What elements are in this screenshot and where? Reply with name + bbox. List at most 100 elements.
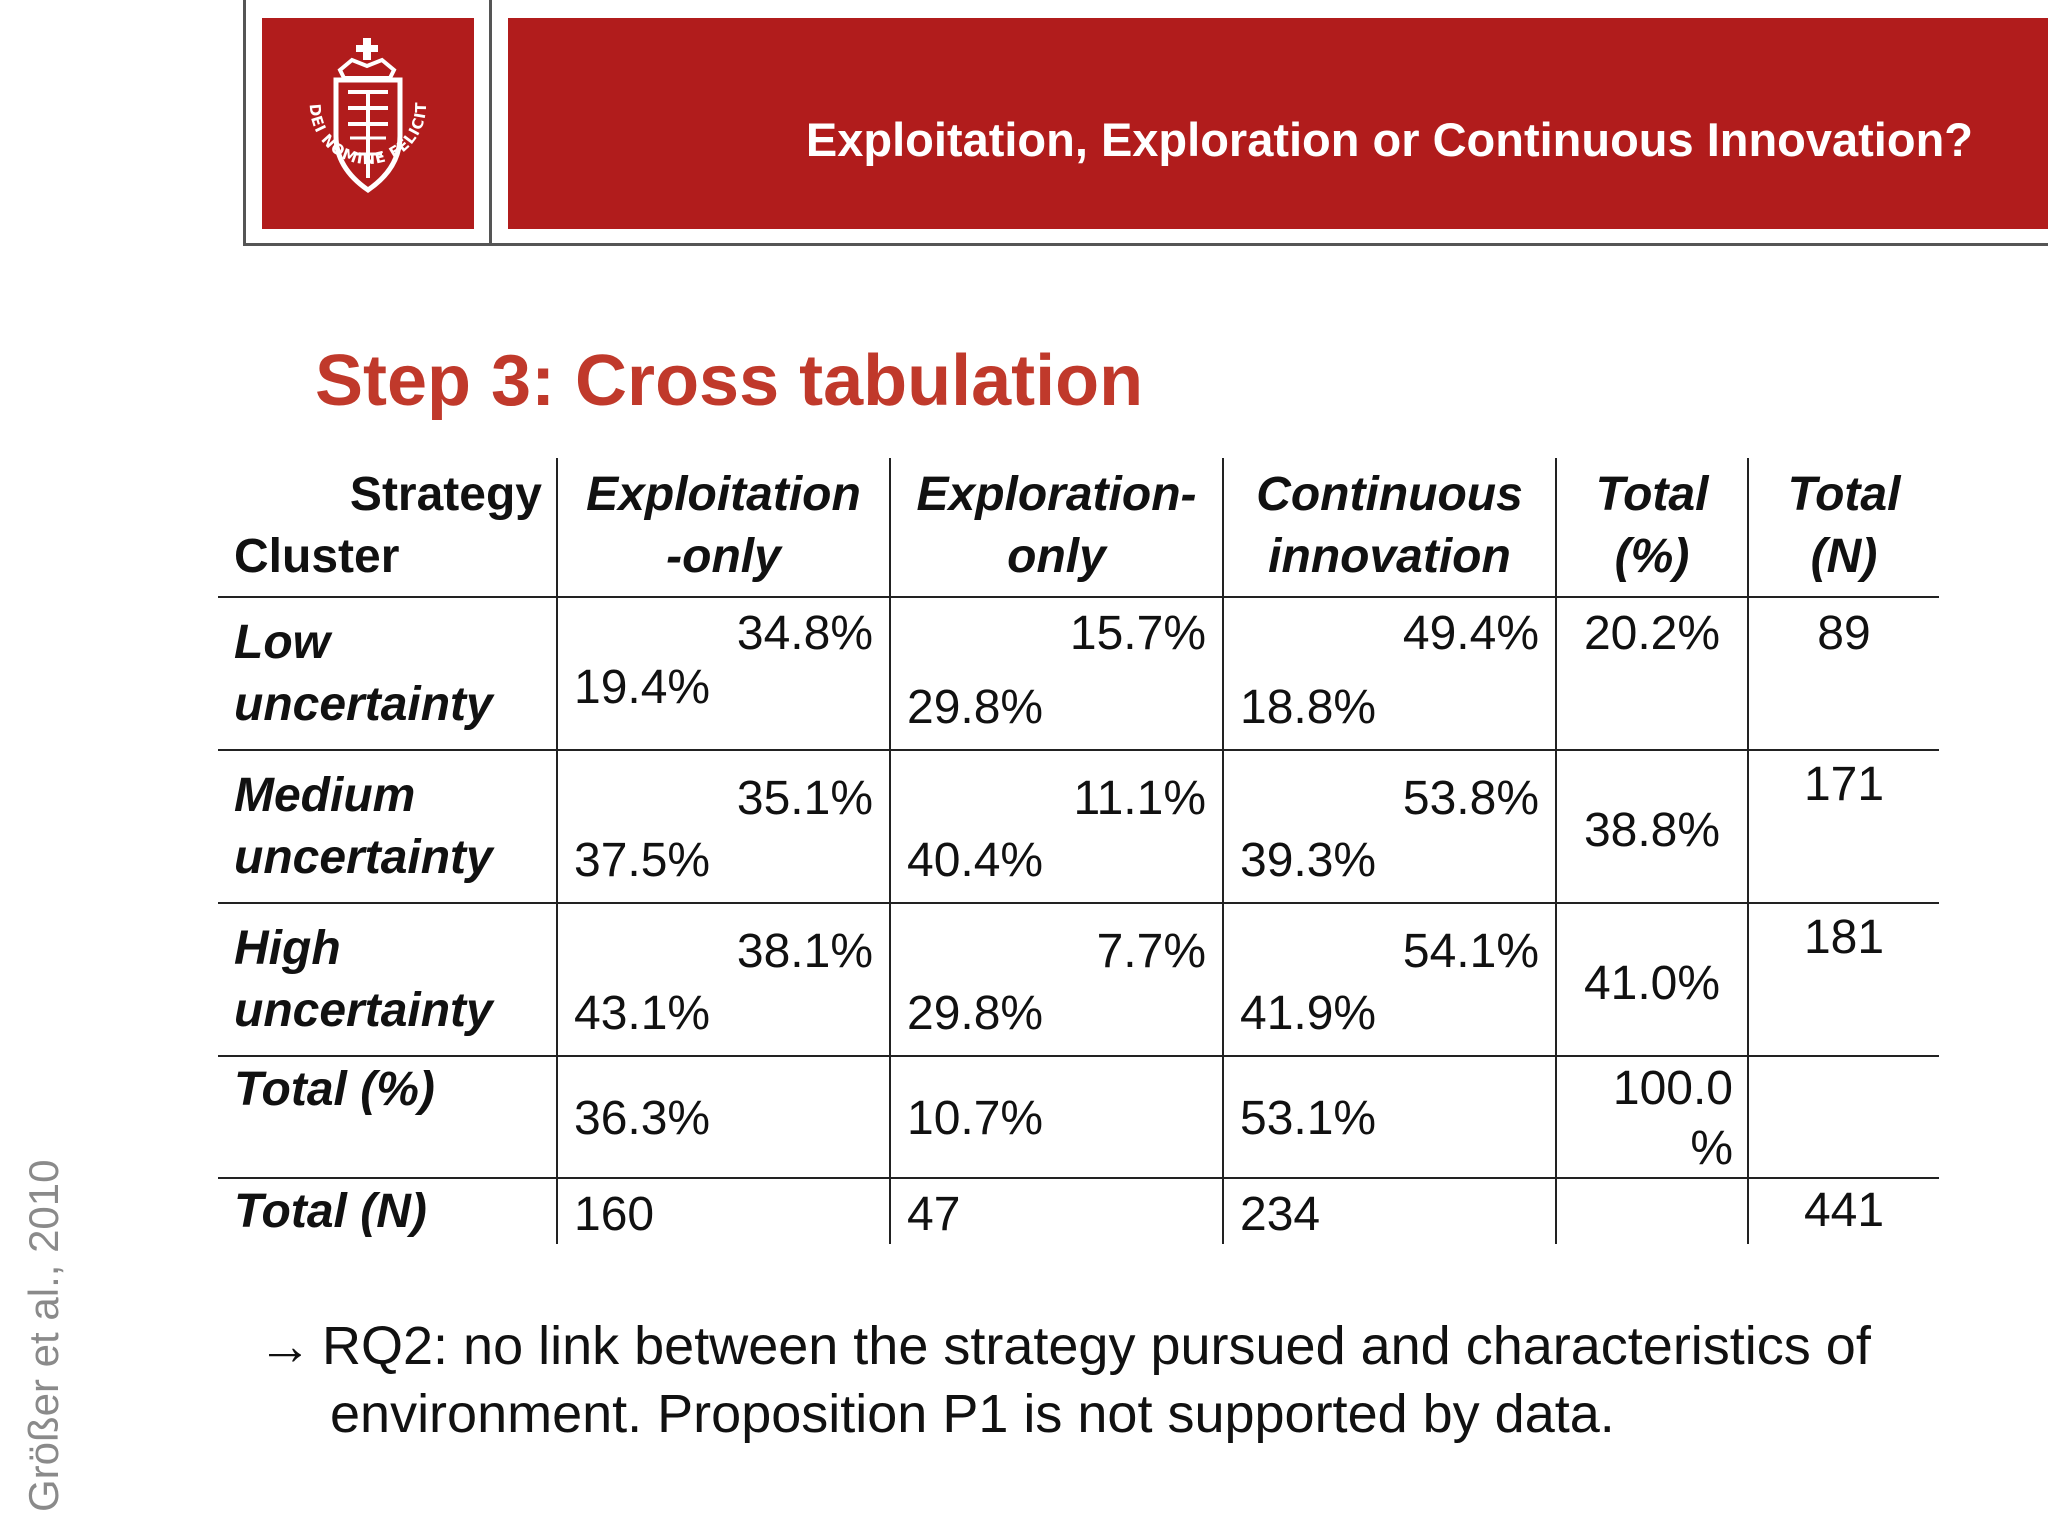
table-cell: 36.3% — [556, 1055, 890, 1178]
column-header-line2: -only — [666, 530, 781, 583]
column-percent: 39.3% — [1240, 834, 1377, 887]
row-percent: 15.7% — [1069, 607, 1206, 660]
table-header-row: Strategy Cluster Exploitation -only Expl… — [218, 458, 1939, 597]
column-header: Continuous innovation — [1222, 458, 1556, 597]
column-percent: 29.8% — [907, 681, 1044, 734]
table-row: High uncertainty 38.1% 43.1% 7.7% 29.8% … — [218, 902, 1939, 1056]
source-credit: Größer et al., 2010 — [20, 1159, 67, 1512]
column-header: Exploitation -only — [556, 458, 890, 597]
column-percent: 43.1% — [574, 987, 711, 1040]
column-header-line1: Total — [1787, 468, 1901, 521]
total-percent-value: 53.1% — [1240, 1092, 1377, 1145]
column-header-line2: (%) — [1614, 530, 1690, 583]
table-row: Low uncertainty 34.8% 19.4% 15.7% 29.8% … — [218, 596, 1939, 750]
column-percent: 29.8% — [907, 987, 1044, 1040]
logo-divider — [489, 0, 492, 246]
column-percent: 37.5% — [574, 834, 711, 887]
row-label-line1: Low — [234, 616, 330, 669]
column-header: Exploration- only — [889, 458, 1223, 597]
column-header-line1: Exploitation — [586, 468, 861, 521]
total-percent-value: 10.7% — [907, 1092, 1044, 1145]
row-percent: 49.4% — [1402, 607, 1539, 660]
column-header-line1: Continuous — [1256, 468, 1523, 521]
column-header-line1: Total — [1595, 468, 1709, 521]
slide-heading: Step 3: Cross tabulation — [315, 341, 1144, 421]
table-cell: 34.8% 19.4% — [556, 596, 890, 750]
university-logo: IN DEI NOMINE FELICITER — [262, 18, 474, 229]
row-percent: 38.1% — [736, 925, 873, 978]
column-header: Total (%) — [1555, 458, 1748, 597]
total-n-cell: 181 — [1747, 902, 1939, 1056]
table-cell: 10.7% — [889, 1055, 1223, 1178]
table-cell: 38.1% 43.1% — [556, 902, 890, 1056]
table-cell-empty — [1747, 1055, 1939, 1178]
arrow-right-icon: → — [258, 1316, 312, 1376]
row-percent: 11.1% — [1073, 772, 1206, 825]
column-percent: 19.4% — [574, 661, 711, 714]
table-cell: 53.1% — [1222, 1055, 1556, 1178]
table-cell-empty — [1555, 1177, 1748, 1244]
row-label-line1: Medium — [234, 769, 416, 822]
row-label: Total (N) — [218, 1177, 557, 1244]
total-n-cell: 89 — [1747, 596, 1939, 750]
table-cell: 54.1% 41.9% — [1222, 902, 1556, 1056]
column-percent: 41.9% — [1240, 987, 1377, 1040]
table-cell: 234 — [1222, 1177, 1556, 1244]
table-row: Medium uncertainty 35.1% 37.5% 11.1% 40.… — [218, 749, 1939, 903]
row-label: Total (%) — [218, 1055, 557, 1178]
table-cell: 49.4% 18.8% — [1222, 596, 1556, 750]
column-percent: 18.8% — [1240, 681, 1377, 734]
row-label-line2: uncertainty — [234, 831, 493, 884]
total-n-value: 234 — [1240, 1188, 1321, 1241]
corner-header: Strategy Cluster — [218, 458, 557, 597]
column-header-line2: only — [1007, 530, 1106, 583]
grand-total-percent-line1: 100.0 — [1612, 1062, 1733, 1115]
corner-header-line2: Cluster — [234, 530, 400, 583]
total-percent-cell: 41.0% — [1555, 902, 1748, 1056]
table-cell: 7.7% 29.8% — [889, 902, 1223, 1056]
grand-total-percent-line2: % — [1690, 1122, 1733, 1175]
total-percent-cell: 38.8% — [1555, 749, 1748, 903]
total-percent-value: 36.3% — [574, 1092, 711, 1145]
corner-header-line1: Strategy — [349, 468, 542, 521]
title-bar: Exploitation, Exploration or Continuous … — [508, 18, 2048, 229]
svg-text:IN DEI NOMINE FELICITER: IN DEI NOMINE FELICITER — [262, 18, 430, 168]
university-seal-icon: IN DEI NOMINE FELICITER — [262, 18, 430, 194]
row-percent: 34.8% — [736, 607, 873, 660]
total-percent: 38.8% — [1583, 804, 1721, 857]
row-label: Low uncertainty — [218, 596, 557, 750]
row-label: Medium uncertainty — [218, 749, 557, 903]
row-percent: 54.1% — [1402, 925, 1539, 978]
table-cell: 47 — [889, 1177, 1223, 1244]
row-label-line2: uncertainty — [234, 678, 493, 731]
total-n: 89 — [1817, 607, 1871, 660]
total-n-cell: 171 — [1747, 749, 1939, 903]
cross-tabulation-table: Strategy Cluster Exploitation -only Expl… — [218, 458, 1939, 1244]
total-percent: 20.2% — [1583, 607, 1721, 660]
row-label-line2: uncertainty — [234, 984, 493, 1037]
conclusion-line2: environment. Proposition P1 is not suppo… — [330, 1384, 1615, 1444]
table-row-total-percent: Total (%) 36.3% 10.7% 53.1% 100.0 % — [218, 1055, 1939, 1178]
column-header: Total (N) — [1747, 458, 1939, 597]
row-label: High uncertainty — [218, 902, 557, 1056]
row-percent: 7.7% — [1096, 925, 1206, 978]
total-n: 171 — [1803, 758, 1885, 811]
conclusion-text: → RQ2: no link between the strategy pursu… — [258, 1312, 1871, 1448]
total-n: 181 — [1803, 911, 1885, 964]
column-header-line1: Exploration- — [916, 468, 1197, 521]
grand-total-n-cell: 441 — [1747, 1177, 1939, 1244]
slide-header-title: Exploitation, Exploration or Continuous … — [805, 113, 1973, 166]
table-row-total-n: Total (N) 160 47 234 441 — [218, 1177, 1939, 1244]
column-percent: 40.4% — [907, 834, 1044, 887]
table-cell: 11.1% 40.4% — [889, 749, 1223, 903]
total-percent-cell: 20.2% — [1555, 596, 1748, 750]
row-label-line1: High — [234, 922, 341, 975]
row-percent: 53.8% — [1402, 772, 1539, 825]
total-percent: 41.0% — [1583, 957, 1721, 1010]
table-cell: 35.1% 37.5% — [556, 749, 890, 903]
total-n-value: 160 — [574, 1188, 655, 1241]
table-cell: 15.7% 29.8% — [889, 596, 1223, 750]
column-header-line2: (N) — [1810, 530, 1878, 583]
grand-total-n: 441 — [1803, 1184, 1885, 1237]
grand-total-percent-cell: 100.0 % — [1555, 1055, 1748, 1178]
